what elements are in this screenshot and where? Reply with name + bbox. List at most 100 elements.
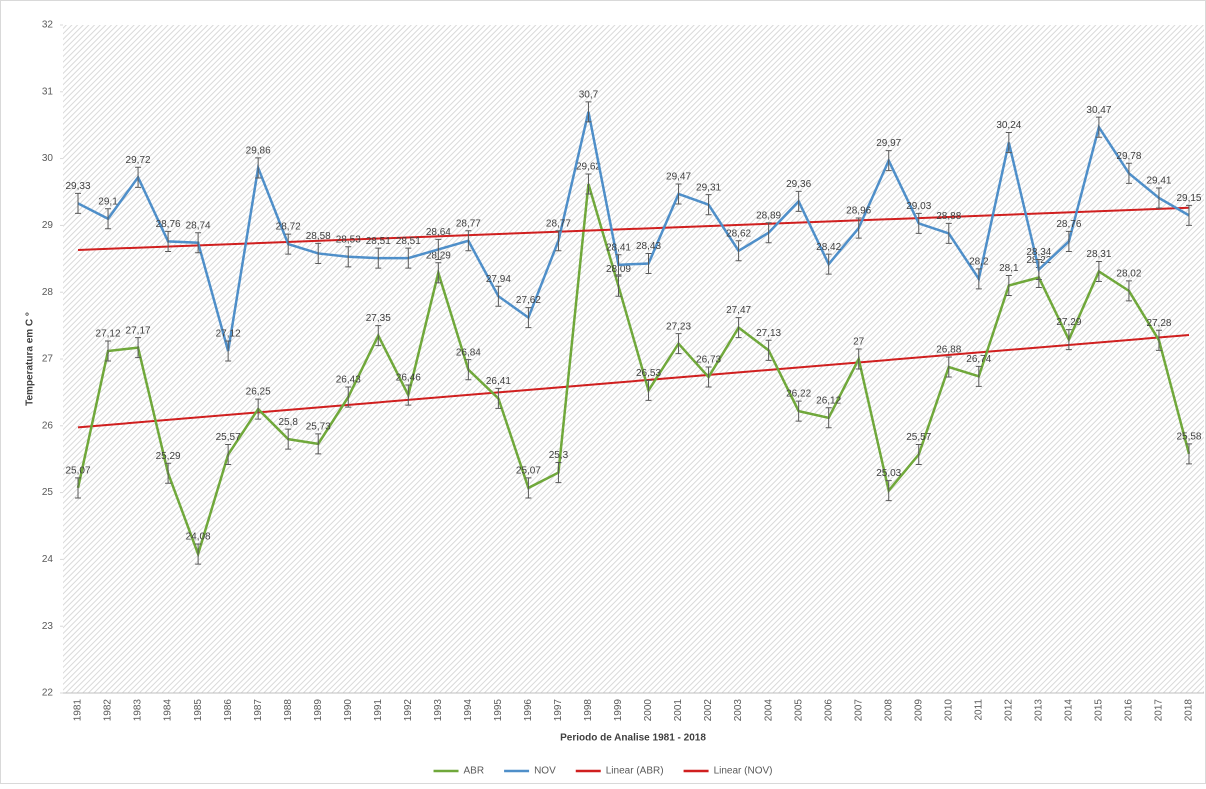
x-tick-label: 2009 [913,699,924,722]
x-tick-label: 1994 [463,699,474,722]
x-tick-label: 1987 [253,699,264,722]
error-bar [1125,162,1132,184]
x-tick-label: 2011 [973,699,984,721]
error-bar [975,268,982,290]
data-label: 28,62 [726,228,751,239]
error-bar [165,230,172,252]
error-bar [255,398,262,420]
legend: ABR NOV Linear (ABR) Linear (NOV) [433,766,772,777]
data-label: 27,29 [1056,317,1081,328]
data-label: 28,31 [1086,249,1111,260]
error-bar [915,212,922,234]
data-label: 28,76 [1056,219,1081,230]
data-label: 30,24 [996,120,1021,131]
error-bar [1185,443,1192,465]
error-bar [705,366,712,388]
data-label: 28,51 [396,236,421,247]
error-bar [135,337,142,359]
error-bar [585,101,592,123]
error-bar [375,247,382,269]
data-label: 29,15 [1176,193,1201,204]
legend-label: ABR [464,766,485,777]
data-label: 27,13 [756,328,781,339]
error-bar [465,230,472,252]
error-bar [1155,329,1162,351]
data-label: 26,46 [396,373,421,384]
error-bar [855,348,862,370]
x-tick-label: 1993 [433,699,444,722]
error-bar [1005,275,1012,297]
data-label: 26,53 [636,368,661,379]
error-bar [675,183,682,205]
error-bar [315,433,322,455]
series-line [77,111,1190,352]
error-bar [405,384,412,406]
x-tick-label: 2000 [643,699,654,722]
error-bar [225,444,232,466]
data-label: 28,43 [636,241,661,252]
data-label: 28,02 [1116,268,1141,279]
data-label: 28,41 [606,242,631,253]
trend-line [77,206,1190,251]
y-tick-label: 23 [42,621,54,632]
data-label: 29,47 [666,172,691,183]
data-label: 29,33 [65,181,90,192]
data-label: 29,86 [246,146,271,157]
data-label: 27,62 [516,295,541,306]
data-label: 29,03 [906,201,931,212]
data-label: 27,47 [726,305,751,316]
x-tick-label: 2012 [1003,699,1014,722]
error-bar [735,240,742,262]
y-tick-label: 32 [42,20,54,31]
error-bar [915,444,922,466]
x-tick-label: 1985 [193,699,204,722]
y-tick-label: 27 [42,354,54,365]
error-bar [825,407,832,429]
data-label: 29,62 [576,162,601,173]
error-bar [135,166,142,188]
error-bar [765,339,772,361]
error-bar [165,462,172,484]
error-bar [105,208,112,230]
x-tick-label: 2004 [763,699,774,722]
data-label: 29,36 [786,179,811,190]
x-tick-label: 1997 [553,699,564,722]
data-label: 26,84 [456,347,481,358]
error-bar [1125,280,1132,302]
x-axis-title: Periodo de Analise 1981 - 2018 [560,733,706,744]
x-tick-label: 2002 [703,699,714,722]
data-label: 28,1 [999,263,1019,274]
x-tick-label: 2018 [1184,699,1195,722]
error-bar [615,254,622,276]
x-tick-label: 2016 [1124,699,1135,722]
data-label: 30,47 [1086,105,1111,116]
error-bar [525,477,532,499]
x-tick-label: 1995 [493,699,504,722]
x-tick-label: 1989 [313,699,324,722]
data-label: 27,23 [666,321,691,332]
error-bar [705,194,712,216]
data-label: 29,41 [1146,176,1171,187]
x-tick-label: 1996 [523,699,534,722]
data-label: 25,57 [906,432,931,443]
error-bar [1095,116,1102,138]
error-bar [615,275,622,297]
legend-label: Linear (ABR) [606,766,664,777]
error-bar [885,150,892,172]
data-label: 25,03 [876,468,901,479]
y-axis-title: Temperatura em C ° [25,312,36,406]
error-bar [495,387,502,409]
data-label: 26,41 [486,376,511,387]
data-label: 28,89 [756,210,781,221]
x-tick-label: 2007 [853,699,864,722]
data-label: 28,51 [366,236,391,247]
error-bar [825,253,832,275]
y-tick-label: 28 [42,287,54,298]
x-tick-label: 2003 [733,699,744,722]
series-line [76,183,1191,558]
error-bar [1155,187,1162,209]
error-bar [195,232,202,254]
data-label: 28,88 [936,211,961,222]
trend-line [77,333,1190,429]
error-bar [225,340,232,362]
